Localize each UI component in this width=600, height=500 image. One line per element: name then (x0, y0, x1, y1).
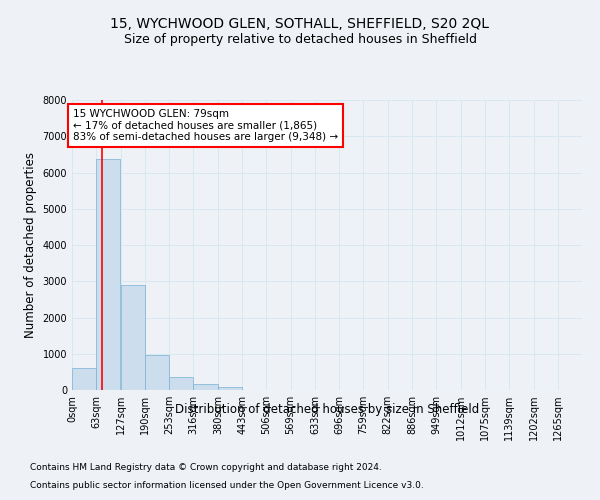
Text: 15, WYCHWOOD GLEN, SOTHALL, SHEFFIELD, S20 2QL: 15, WYCHWOOD GLEN, SOTHALL, SHEFFIELD, S… (110, 18, 490, 32)
Text: Distribution of detached houses by size in Sheffield: Distribution of detached houses by size … (175, 402, 479, 415)
Bar (145, 355, 169, 390)
Text: Size of property relative to detached houses in Sheffield: Size of property relative to detached ho… (124, 32, 476, 46)
Bar (218, 388, 242, 390)
Text: Contains public sector information licensed under the Open Government Licence v3: Contains public sector information licen… (30, 481, 424, 490)
Bar (121, 285, 145, 390)
Y-axis label: Number of detached properties: Number of detached properties (24, 152, 37, 338)
Bar (169, 377, 193, 390)
Text: Contains HM Land Registry data © Crown copyright and database right 2024.: Contains HM Land Registry data © Crown c… (30, 464, 382, 472)
Bar (72, 368, 96, 390)
Text: 15 WYCHWOOD GLEN: 79sqm
← 17% of detached houses are smaller (1,865)
83% of semi: 15 WYCHWOOD GLEN: 79sqm ← 17% of detache… (73, 109, 338, 142)
Bar (193, 384, 218, 390)
Bar (96, 158, 121, 390)
